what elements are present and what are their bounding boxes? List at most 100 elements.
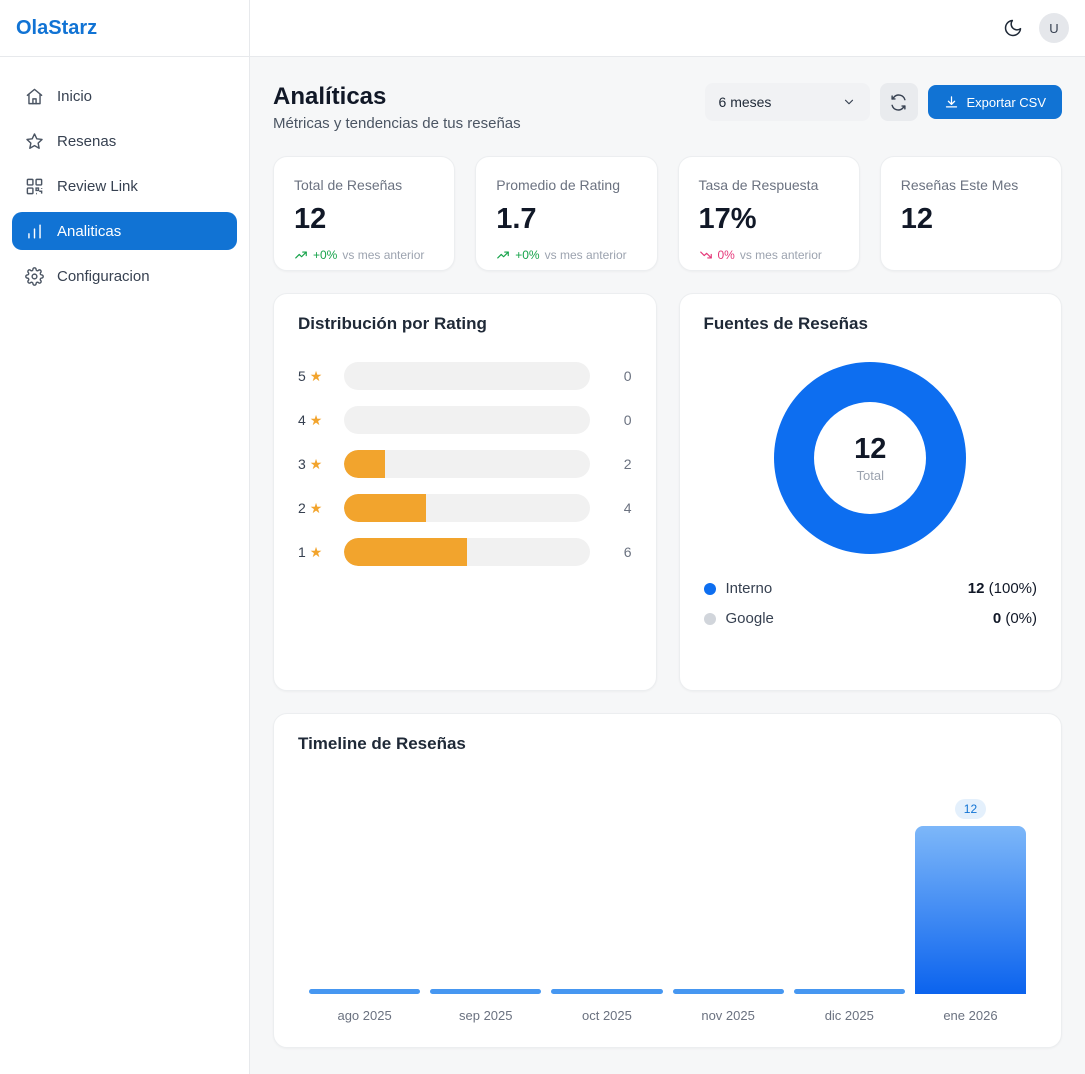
refresh-icon <box>890 93 907 111</box>
stat-card-tasa: Tasa de Respuesta 17% 0% vs mes anterior <box>677 156 860 271</box>
x-tick-label: dic 2025 <box>824 1008 874 1023</box>
star-icon: ★ <box>309 367 323 384</box>
page-header: Analíticas Métricas y tendencias de tus … <box>273 83 1062 132</box>
donut-total-value: 12 <box>854 433 887 465</box>
sidebar-item-inicio[interactable]: Inicio <box>12 77 237 115</box>
x-tick-label: nov 2025 <box>701 1008 755 1023</box>
export-csv-label: Exportar CSV <box>966 94 1046 110</box>
timeline-bar <box>430 989 542 994</box>
rating-number: 5 <box>298 368 306 384</box>
stat-label: Reseñas Este Mes <box>900 177 1019 193</box>
legend-label: Google <box>725 610 774 627</box>
sidebar: OlaStarz Inicio Resenas Review Link Anal… <box>0 0 250 1074</box>
timeline-column: 0 <box>789 989 910 994</box>
moon-icon <box>1003 18 1023 38</box>
export-csv-button[interactable]: Exportar CSV <box>927 85 1062 119</box>
topbar: U <box>250 0 1085 57</box>
x-tick-label: ago 2025 <box>337 1008 392 1023</box>
home-icon <box>25 87 44 106</box>
stat-trend: +0% vs mes anterior <box>294 248 434 262</box>
star-icon <box>25 132 44 151</box>
sidebar-item-label: Review Link <box>57 177 138 195</box>
stat-card-promedio: Promedio de Rating 1.7 +0% vs mes anteri… <box>475 156 658 271</box>
legend-dot-google <box>703 612 716 625</box>
timeline-bar <box>793 989 905 994</box>
sidebar-item-review-link[interactable]: Review Link <box>12 167 237 205</box>
trend-percent: +0% <box>313 248 338 262</box>
bar-chart-icon <box>25 222 44 241</box>
rating-count: 2 <box>623 456 632 472</box>
rating-number: 1 <box>298 544 306 560</box>
rating-row-5: 5 ★ 0 <box>298 362 632 390</box>
legend-row-interno: Interno 12 (100%) <box>703 580 1037 597</box>
sidebar-item-label: Configuracion <box>57 267 150 285</box>
rating-bar-track <box>344 494 590 522</box>
stat-card-este-mes: Reseñas Este Mes 12 <box>879 156 1062 271</box>
sidebar-item-resenas[interactable]: Resenas <box>12 122 237 160</box>
timeline-column: 0 <box>546 989 667 994</box>
legend-pct: (100%) <box>988 580 1037 597</box>
app-logo: OlaStarz <box>16 16 98 39</box>
star-icon: ★ <box>309 455 323 472</box>
logo-box: OlaStarz <box>0 0 249 57</box>
star-icon: ★ <box>309 543 323 560</box>
timeline-bar <box>551 989 663 994</box>
star-icon: ★ <box>309 499 323 516</box>
legend-pct: (0%) <box>1005 610 1037 627</box>
stat-value: 12 <box>900 203 934 235</box>
rating-count: 0 <box>623 368 632 384</box>
x-tick-label: ene 2026 <box>943 1008 998 1023</box>
donut-center: 12 Total <box>814 402 927 514</box>
refresh-button[interactable] <box>879 83 918 121</box>
trend-note: vs mes anterior <box>342 248 425 262</box>
rating-bar-track <box>344 450 590 478</box>
stat-trend: 0% vs mes anterior <box>699 248 839 262</box>
period-select[interactable]: 6 meses <box>704 83 870 121</box>
timeline-column: 0 <box>668 989 789 994</box>
review-sources-card: Fuentes de Reseñas 12 Total Interno 12 ( <box>678 293 1062 691</box>
sidebar-item-label: Inicio <box>57 87 93 105</box>
bar-value-badge: 12 <box>954 799 987 819</box>
x-tick-label: oct 2025 <box>581 1008 632 1023</box>
sidebar-item-label: Resenas <box>57 132 117 150</box>
rating-number: 2 <box>298 500 306 516</box>
trend-note: vs mes anterior <box>544 248 627 262</box>
timeline-bar <box>914 826 1027 994</box>
sidebar-item-analiticas[interactable]: Analiticas <box>12 212 237 250</box>
stat-value: 17% <box>698 203 757 235</box>
sidebar-item-configuracion[interactable]: Configuracion <box>12 257 237 295</box>
sidebar-item-label: Analiticas <box>57 222 122 240</box>
rating-count: 0 <box>623 412 632 428</box>
stat-label: Promedio de Rating <box>496 177 620 193</box>
stats-grid: Total de Reseñas 12 +0% vs mes anterior … <box>273 156 1062 271</box>
rating-row-3: 3 ★ 2 <box>298 450 632 478</box>
trend-up-icon <box>294 248 308 262</box>
rating-number: 4 <box>298 412 306 428</box>
timeline-plot: 0 0 0 0 0 12 <box>298 782 1037 994</box>
timeline-bar <box>672 989 784 994</box>
timeline-chart-title: Timeline de Reseñas <box>298 734 466 753</box>
sidebar-nav: Inicio Resenas Review Link Analiticas Co… <box>0 57 249 322</box>
stat-label: Total de Reseñas <box>294 177 403 193</box>
donut-chart: 12 Total <box>774 362 967 554</box>
legend-value: 12 <box>967 580 985 597</box>
qr-code-icon <box>25 177 44 196</box>
timeline-column: 12 <box>910 799 1031 994</box>
download-icon <box>944 95 959 110</box>
main-content: Analíticas Métricas y tendencias de tus … <box>250 57 1085 1074</box>
chevron-down-icon <box>842 95 856 109</box>
user-avatar[interactable]: U <box>1039 13 1069 43</box>
timeline-column: 0 <box>425 989 546 994</box>
avatar-initial: U <box>1049 20 1059 36</box>
legend-row-google: Google 0 (0%) <box>703 610 1037 627</box>
x-tick-label: sep 2025 <box>459 1008 513 1023</box>
stat-value: 1.7 <box>496 203 537 235</box>
rating-bar-track <box>344 538 590 566</box>
rating-bar-track <box>344 406 590 434</box>
rating-bar-fill <box>344 494 426 522</box>
rating-row-2: 2 ★ 4 <box>298 494 632 522</box>
dark-mode-toggle[interactable] <box>1003 18 1023 38</box>
rating-chart-title: Distribución por Rating <box>298 314 487 333</box>
rating-row-1: 1 ★ 6 <box>298 538 632 566</box>
timeline-card: Timeline de Reseñas 0 0 0 0 0 12 ago 202… <box>273 713 1062 1048</box>
